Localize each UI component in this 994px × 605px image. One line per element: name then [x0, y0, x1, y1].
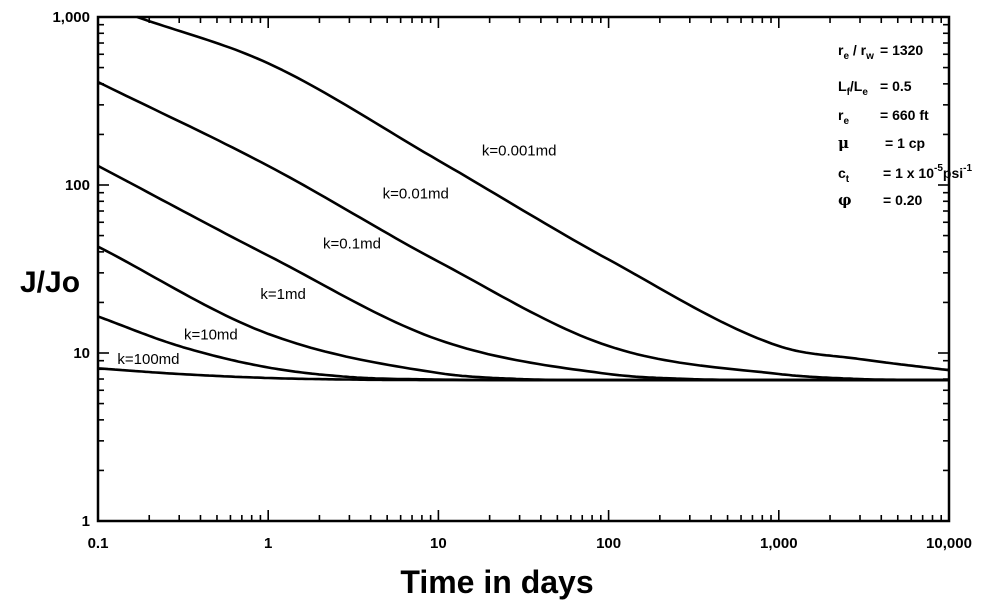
curve-line	[136, 15, 950, 372]
curve-label: k=1md	[260, 286, 305, 303]
curve-label: k=0.1md	[323, 235, 381, 252]
param-mu: μ = 1 cp	[838, 134, 925, 152]
param-phi: φ = 0.20	[838, 191, 923, 209]
y-axis-title: J/Jo	[20, 266, 80, 299]
y-tick-label: 10	[73, 345, 90, 362]
curve-label: k=10md	[184, 327, 238, 344]
curve-line	[97, 367, 949, 382]
y-tick-label: 1,000	[52, 9, 90, 26]
curve-line	[97, 164, 949, 382]
x-axis-title: Time in days	[400, 564, 593, 600]
x-tick-label: 1	[264, 535, 272, 552]
x-tick-label: 0.1	[88, 535, 109, 552]
param-ct: ct = 1 x 10-5psi-1	[838, 163, 972, 185]
parameter-box: re / rw = 1320 Lf/Le = 0.5 re = 660 ft μ = 1…	[838, 42, 972, 209]
curve-label: k=100md	[117, 351, 179, 368]
x-tick-label: 100	[596, 535, 621, 552]
curve-line	[97, 245, 949, 382]
curve-label: k=0.001md	[482, 142, 557, 159]
y-tick-label: 100	[65, 177, 90, 194]
x-tick-label: 10	[430, 535, 447, 552]
param-lf-le: Lf/Le = 0.5	[838, 78, 912, 98]
curve-label: k=0.01md	[383, 186, 449, 203]
y-tick-label: 1	[82, 513, 90, 530]
param-re: re = 660 ft	[838, 107, 929, 127]
plot-area-border	[96, 15, 951, 523]
x-tick-label: 10,000	[926, 535, 972, 552]
x-tick-label: 1,000	[760, 535, 798, 552]
param-re-rw: re / rw = 1320	[838, 42, 923, 62]
